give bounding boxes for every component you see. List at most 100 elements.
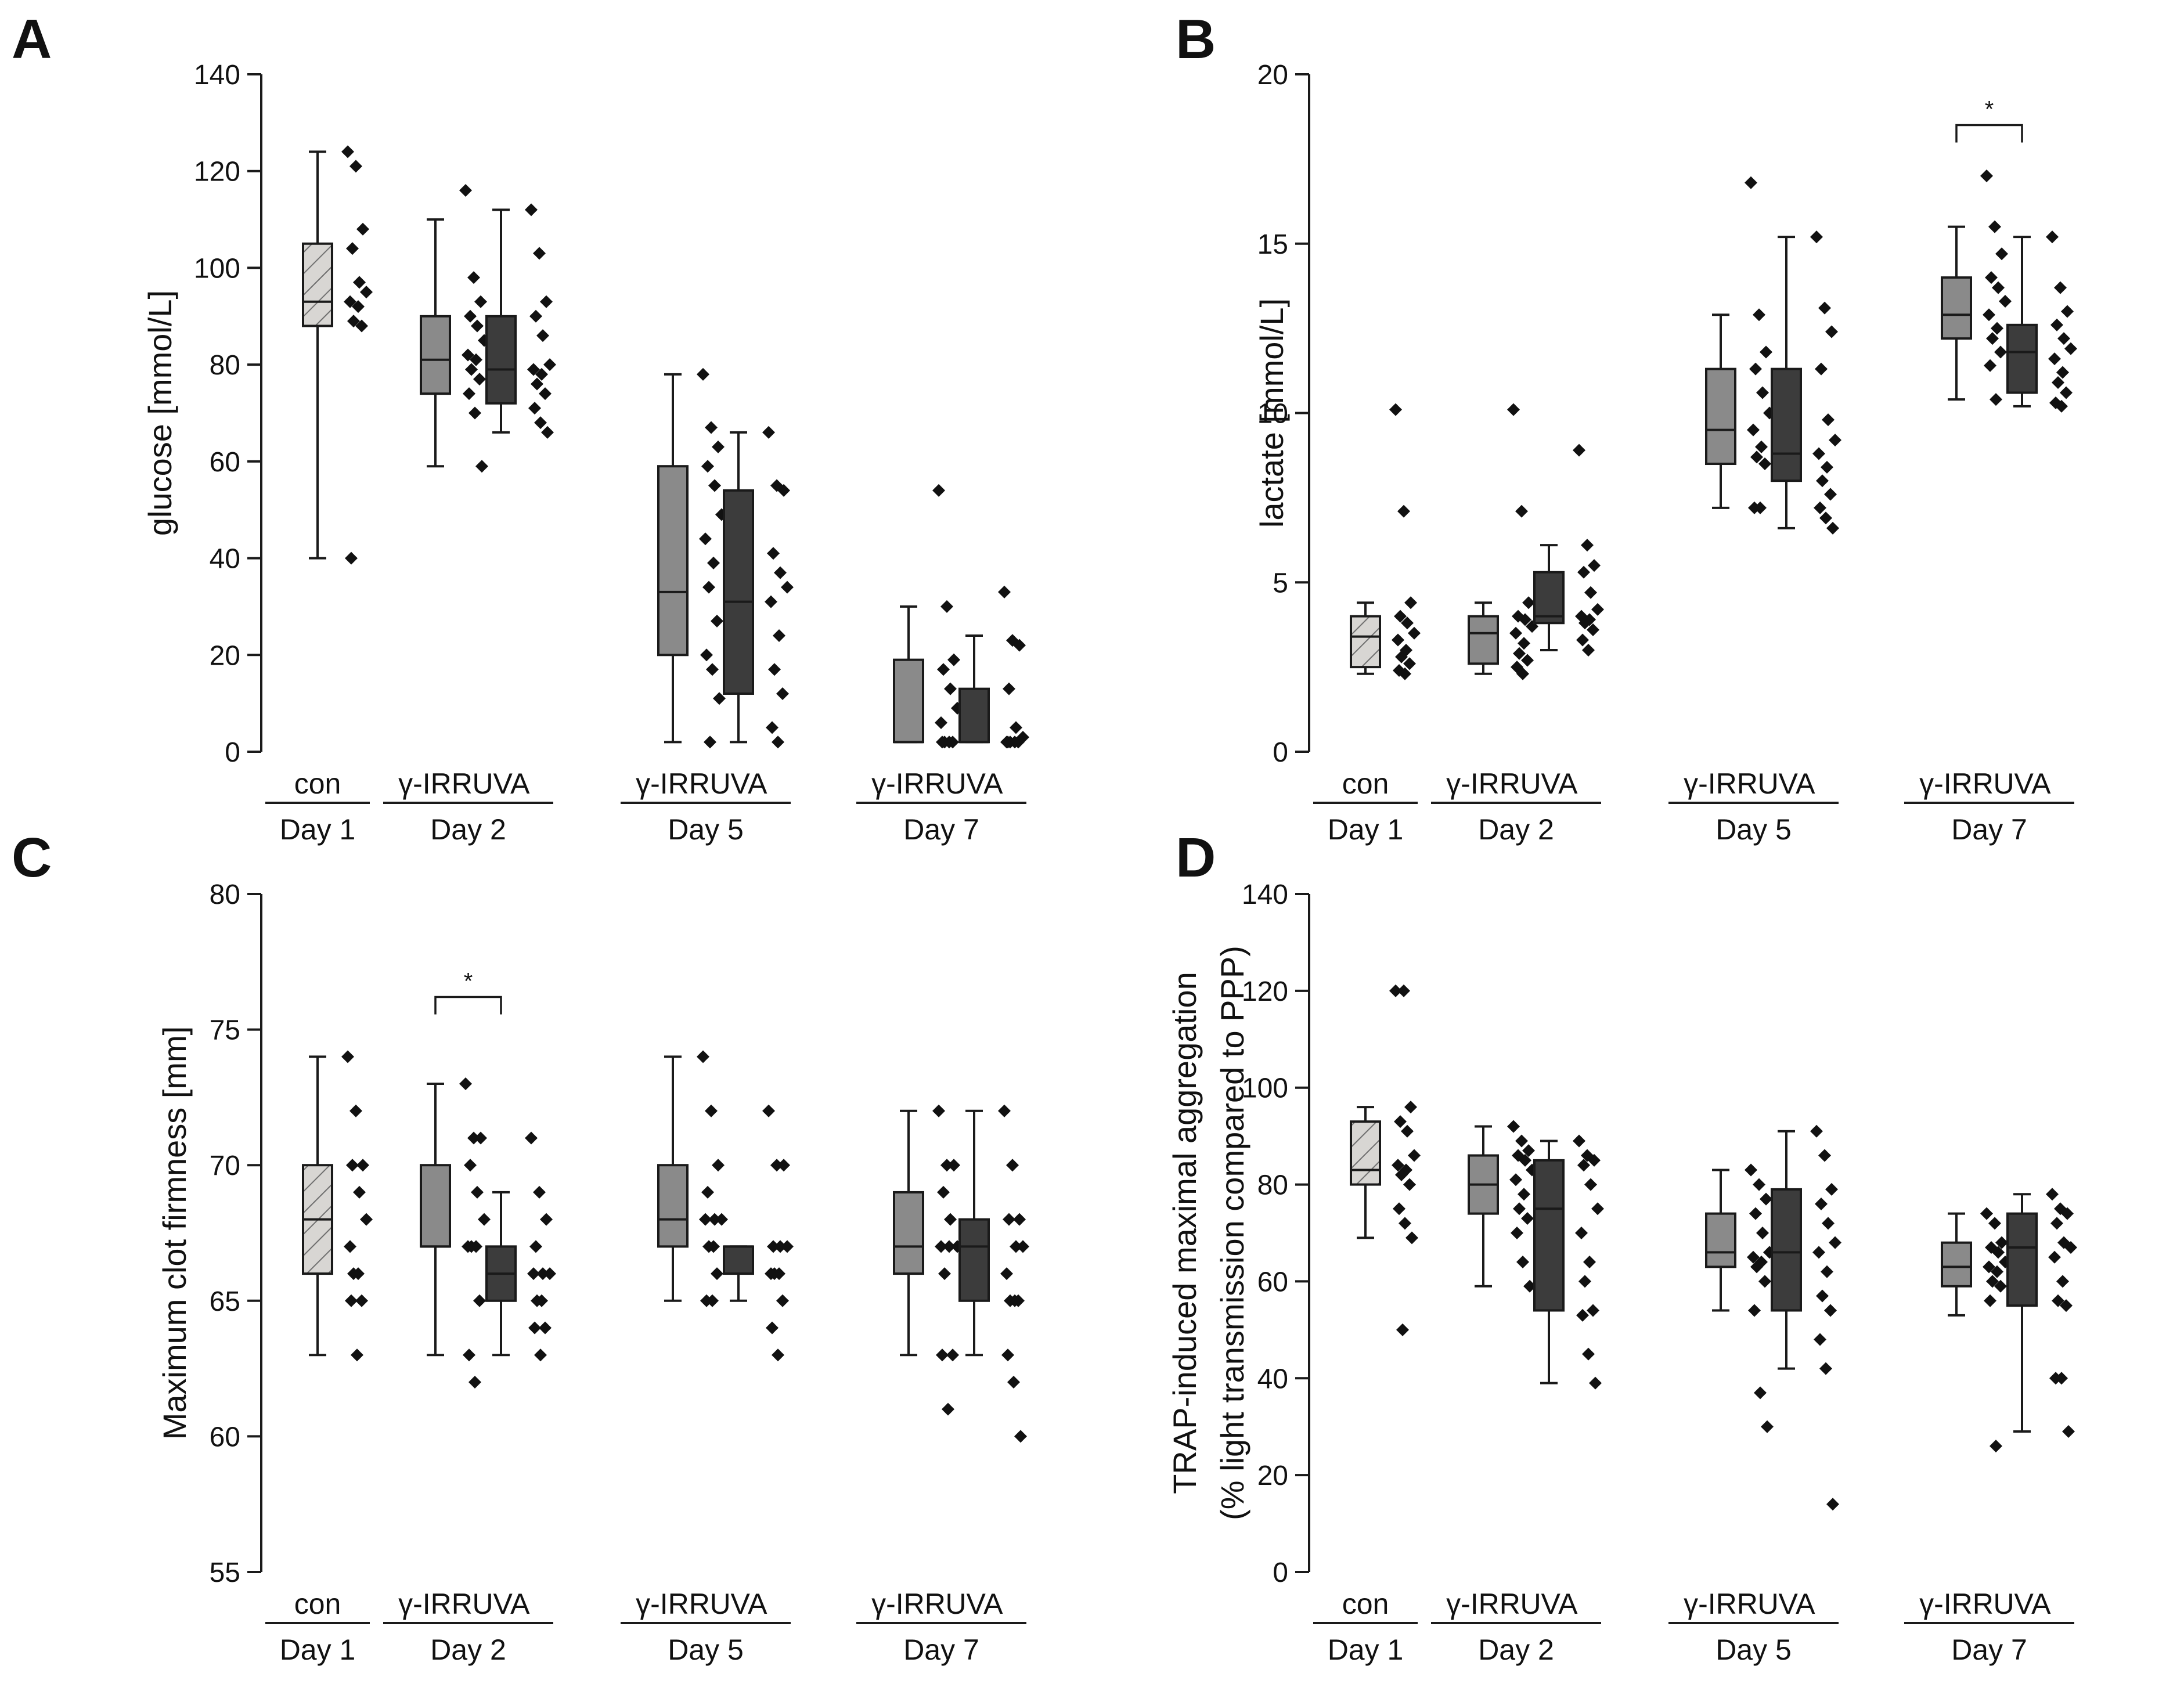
box-d-day2-girr	[1468, 1120, 1538, 1293]
data-point	[1013, 1213, 1026, 1226]
data-point	[1394, 1115, 1407, 1128]
data-point	[543, 1267, 556, 1281]
data-point	[1389, 403, 1402, 416]
data-point	[360, 1213, 373, 1226]
data-point	[1582, 1347, 1595, 1361]
y-tick-label: 140	[1242, 879, 1288, 910]
data-point	[946, 1348, 959, 1362]
data-point	[470, 353, 482, 366]
data-point	[539, 387, 552, 401]
data-point	[2048, 1250, 2061, 1264]
iqr-box	[1350, 615, 1381, 669]
iqr-box	[1771, 367, 1802, 482]
y-tick-label: 100	[1242, 1073, 1288, 1104]
data-point	[525, 1131, 538, 1145]
significance-bracket	[1955, 124, 2023, 143]
data-point	[1589, 1376, 1602, 1390]
iqr-box	[893, 1191, 924, 1275]
data-point	[468, 1375, 481, 1389]
data-point	[1014, 1430, 1027, 1443]
data-point	[1988, 1217, 2001, 1230]
data-point	[360, 286, 373, 299]
data-point	[1814, 501, 1826, 514]
data-point	[2046, 230, 2059, 244]
data-point	[1984, 1294, 1996, 1307]
data-point	[1988, 220, 2001, 233]
data-point	[940, 600, 953, 613]
data-point	[1003, 1213, 1015, 1226]
category-label: UVA	[472, 1588, 530, 1620]
data-point	[1399, 667, 1411, 680]
group-label: Day 1	[1328, 1633, 1404, 1666]
box-a-day2-uva	[485, 203, 556, 439]
group-label: Day 2	[1478, 1633, 1554, 1666]
data-point	[1749, 362, 1762, 376]
category-label: UVA	[945, 767, 1003, 800]
data-point	[1408, 1149, 1421, 1162]
category-label: con	[1342, 1588, 1389, 1620]
data-point	[2052, 376, 2064, 389]
data-point	[1756, 386, 1769, 399]
data-point	[938, 1267, 951, 1281]
y-tick-label: 0	[225, 737, 240, 768]
data-point	[937, 663, 950, 676]
y-tick-label: 40	[210, 544, 240, 575]
data-point	[355, 1294, 368, 1307]
data-point	[937, 1185, 950, 1199]
iqr-box	[1941, 276, 1972, 340]
data-point	[1821, 460, 1833, 474]
data-point	[1523, 1279, 1536, 1293]
data-point	[1758, 1275, 1771, 1288]
box-a-day7-girr	[893, 484, 964, 749]
data-point	[345, 1294, 358, 1307]
category-label: γ-IRR	[1446, 767, 1520, 800]
box-d-day7-girr	[1941, 1207, 2012, 1453]
iqr-box	[893, 658, 924, 744]
data-point	[705, 421, 718, 434]
iqr-box	[302, 242, 333, 327]
data-point	[1578, 616, 1591, 630]
box-c-day5-uva	[723, 1104, 794, 1362]
data-point	[1591, 1202, 1604, 1216]
data-point	[1519, 613, 1531, 626]
data-point	[776, 687, 789, 700]
y-axis-label: TRAP-induced maximal aggregation (% light…	[1166, 946, 1250, 1520]
data-point	[355, 319, 368, 333]
category-label: γ-IRR	[636, 767, 710, 800]
box-b-day2-girr	[1468, 403, 1538, 680]
data-point	[353, 276, 366, 289]
data-point	[998, 1104, 1011, 1117]
box-d-day2-uva	[1533, 1134, 1604, 1390]
data-point	[940, 1159, 953, 1172]
data-point	[346, 1159, 359, 1172]
data-point	[1992, 1246, 2005, 1259]
data-point	[1754, 1386, 1767, 1400]
data-point	[712, 1159, 725, 1172]
data-point	[351, 1348, 363, 1362]
data-point	[1397, 984, 1410, 997]
data-point	[768, 1267, 781, 1281]
data-point	[1999, 294, 2012, 308]
data-point	[777, 484, 790, 497]
data-point	[1745, 1163, 1757, 1177]
y-tick-label: 0	[1273, 1557, 1288, 1588]
data-point	[2055, 1372, 2068, 1385]
data-point	[772, 735, 784, 749]
y-tick-label: 70	[210, 1151, 240, 1181]
y-tick-label: 100	[194, 253, 240, 284]
group-label: Day 2	[1478, 813, 1554, 846]
data-point	[2055, 399, 2068, 413]
data-point	[536, 329, 549, 342]
data-point	[1404, 1101, 1417, 1114]
data-point	[697, 367, 709, 381]
box-c-day2-uva	[485, 1131, 556, 1362]
data-point	[1990, 393, 2002, 406]
data-point	[464, 309, 477, 323]
data-point	[1578, 1275, 1591, 1288]
data-point	[1012, 1294, 1025, 1307]
data-point	[531, 1294, 543, 1307]
data-point	[1399, 1217, 1411, 1230]
data-point	[543, 358, 556, 372]
data-point	[1995, 1236, 2008, 1249]
